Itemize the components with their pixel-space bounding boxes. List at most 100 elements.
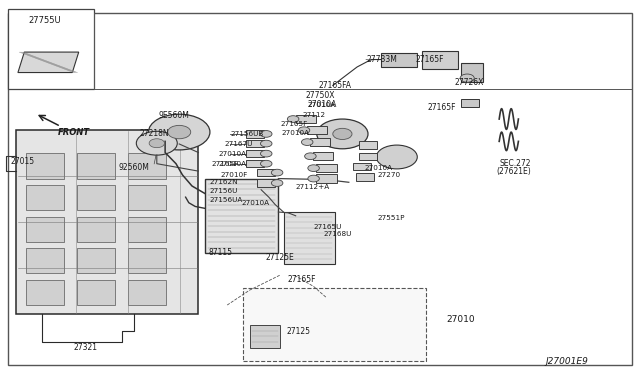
Circle shape bbox=[298, 127, 310, 134]
Bar bbox=[422, 51, 458, 69]
Text: 27551P: 27551P bbox=[378, 215, 405, 221]
Bar bbox=[296, 115, 316, 123]
Circle shape bbox=[305, 153, 316, 160]
Text: 27156U: 27156U bbox=[210, 188, 238, 194]
Text: 9E560M: 9E560M bbox=[159, 111, 189, 120]
Text: 27167U: 27167U bbox=[224, 141, 252, 147]
Bar bbox=[128, 185, 166, 210]
Text: J27001E9: J27001E9 bbox=[546, 357, 589, 366]
Text: 27010A: 27010A bbox=[365, 165, 393, 171]
Text: 27165F: 27165F bbox=[211, 161, 239, 167]
Bar bbox=[77, 153, 115, 179]
Bar bbox=[316, 164, 337, 172]
Text: SEC.272: SEC.272 bbox=[499, 159, 531, 168]
Circle shape bbox=[317, 119, 368, 149]
Text: 27168U: 27168U bbox=[323, 231, 351, 237]
Text: (27621E): (27621E) bbox=[496, 167, 531, 176]
Bar bbox=[310, 138, 330, 146]
Text: 27165F: 27165F bbox=[288, 275, 317, 284]
Text: 27125E: 27125E bbox=[266, 253, 294, 262]
Bar bbox=[257, 179, 275, 187]
Bar bbox=[257, 169, 275, 176]
Bar bbox=[246, 130, 264, 138]
Circle shape bbox=[460, 74, 474, 82]
Text: 92560M: 92560M bbox=[118, 163, 149, 172]
Text: 27010A: 27010A bbox=[307, 100, 337, 109]
Bar bbox=[307, 126, 327, 134]
Bar bbox=[128, 280, 166, 305]
Circle shape bbox=[333, 128, 352, 140]
Circle shape bbox=[287, 116, 299, 122]
Bar bbox=[77, 185, 115, 210]
Bar bbox=[313, 152, 333, 160]
Text: 27015: 27015 bbox=[10, 157, 35, 166]
Text: 27112+A: 27112+A bbox=[296, 184, 330, 190]
Text: 27156UB: 27156UB bbox=[230, 131, 264, 137]
Text: 27321: 27321 bbox=[74, 343, 98, 352]
Text: 27165F: 27165F bbox=[280, 121, 308, 126]
Bar bbox=[381, 53, 417, 67]
Circle shape bbox=[260, 160, 272, 167]
Circle shape bbox=[271, 180, 283, 186]
Circle shape bbox=[376, 145, 417, 169]
Bar bbox=[359, 153, 377, 160]
Text: 27733M: 27733M bbox=[366, 55, 397, 64]
Text: 27156UA: 27156UA bbox=[210, 197, 243, 203]
Polygon shape bbox=[16, 130, 198, 314]
Circle shape bbox=[168, 125, 191, 139]
Circle shape bbox=[308, 175, 319, 182]
Circle shape bbox=[301, 139, 313, 145]
Text: 27010A: 27010A bbox=[219, 151, 247, 157]
Bar bbox=[26, 153, 64, 179]
Circle shape bbox=[148, 114, 210, 150]
Text: 27165F: 27165F bbox=[416, 55, 445, 64]
Bar bbox=[26, 185, 64, 210]
Bar bbox=[128, 248, 166, 273]
Circle shape bbox=[260, 150, 272, 157]
Bar bbox=[205, 179, 278, 253]
Text: 27010A: 27010A bbox=[282, 130, 310, 136]
Circle shape bbox=[260, 140, 272, 147]
Bar bbox=[128, 217, 166, 242]
Text: 27125: 27125 bbox=[286, 327, 310, 336]
Circle shape bbox=[149, 139, 164, 148]
Text: 27750X: 27750X bbox=[306, 92, 335, 100]
Bar bbox=[26, 280, 64, 305]
Text: 27270: 27270 bbox=[378, 172, 401, 178]
Bar bbox=[356, 173, 374, 181]
Text: 27010: 27010 bbox=[447, 315, 476, 324]
Bar bbox=[243, 288, 426, 361]
Bar bbox=[316, 174, 337, 183]
Text: 27165FA: 27165FA bbox=[319, 81, 352, 90]
Text: 27010F: 27010F bbox=[221, 172, 248, 178]
Bar bbox=[246, 160, 264, 167]
Bar bbox=[77, 248, 115, 273]
Circle shape bbox=[260, 131, 272, 137]
Text: 27010A: 27010A bbox=[307, 102, 335, 108]
Bar bbox=[26, 248, 64, 273]
Text: 27010A: 27010A bbox=[242, 200, 270, 206]
Bar bbox=[246, 150, 264, 157]
Bar bbox=[359, 141, 377, 149]
Text: 27162N: 27162N bbox=[210, 179, 239, 185]
Bar bbox=[284, 212, 335, 264]
Text: 27755U: 27755U bbox=[29, 16, 61, 25]
Text: 87115: 87115 bbox=[209, 248, 233, 257]
Bar bbox=[246, 140, 264, 147]
Text: 27726X: 27726X bbox=[454, 78, 484, 87]
Bar bbox=[77, 217, 115, 242]
Text: 27165U: 27165U bbox=[314, 224, 342, 230]
Bar bbox=[461, 63, 483, 82]
Text: 27010A: 27010A bbox=[219, 161, 247, 167]
Bar bbox=[77, 280, 115, 305]
Bar bbox=[250, 325, 280, 348]
Text: 27218N: 27218N bbox=[140, 129, 169, 138]
Bar bbox=[26, 217, 64, 242]
Bar bbox=[461, 99, 479, 107]
Circle shape bbox=[136, 131, 177, 155]
Bar bbox=[8, 9, 94, 89]
Text: 27112: 27112 bbox=[302, 112, 325, 118]
Text: 27165F: 27165F bbox=[428, 103, 456, 112]
Polygon shape bbox=[18, 52, 79, 73]
Text: FRONT: FRONT bbox=[58, 128, 90, 137]
